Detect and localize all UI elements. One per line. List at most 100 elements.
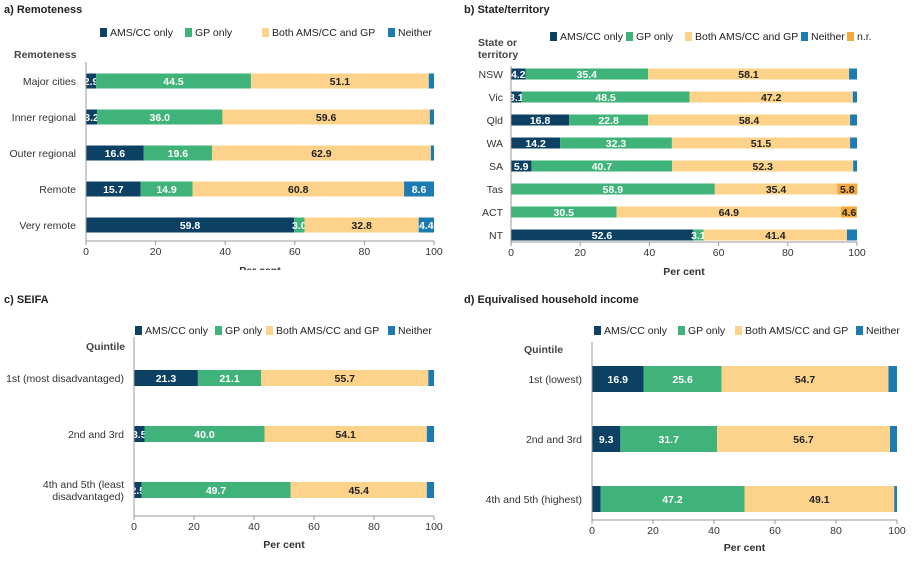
category-label-line: Inner regional (12, 112, 76, 124)
data-label-gp: 30.5 (554, 207, 575, 219)
data-label-ams: 59.8 (180, 220, 201, 232)
data-label-both: 62.9 (311, 148, 332, 160)
legend-label-gp: GP only (195, 27, 233, 39)
bar-gp (531, 160, 673, 172)
bar-neither (850, 114, 857, 126)
bar-nr (841, 206, 857, 218)
x-tick-label: 40 (248, 521, 260, 533)
category-axis-title: Quintile (524, 344, 563, 356)
bar-neither (428, 370, 434, 386)
category-label: 1st (lowest) (528, 374, 582, 386)
panel-title: d) Equivalised household income (464, 294, 639, 306)
chart-household-income: AMS/CC only GP only Both AMS/CC and GP Neit… (486, 325, 906, 554)
bars: 4.2 35.4 58.1 3.1 48.5 47.2 16.8 22.8 58.4 14.2 32… (509, 68, 858, 242)
data-label-gp: 47.2 (662, 494, 683, 506)
x-tick-label: 100 (425, 246, 443, 258)
legend-swatch-ams (135, 326, 142, 335)
x-axis-title: Per cent (239, 265, 281, 270)
legend-swatch-ams (100, 28, 107, 37)
bar-both (672, 160, 854, 172)
x-tick-label: 80 (368, 521, 380, 533)
bar-gp (294, 217, 305, 233)
legend-swatch-ams (550, 32, 557, 41)
data-label-nr: 5.8 (840, 184, 855, 196)
data-label-gp: 40.0 (194, 429, 215, 441)
data-label-ams: 2.9 (84, 76, 99, 88)
x-tick-label: 40 (708, 525, 720, 537)
x-axis-title: Per cent (724, 542, 766, 554)
category-label: 2nd and 3rd (526, 434, 582, 446)
legend-label-gp: GP only (688, 325, 726, 337)
bar-both (717, 426, 890, 452)
bar-ams (511, 114, 570, 126)
legend-label-both: Both AMS/CC and GP (745, 325, 848, 337)
bar-both (616, 206, 842, 218)
category-label: Major cities (23, 76, 76, 88)
data-label-both: 56.7 (793, 434, 814, 446)
bar-ams (86, 181, 141, 197)
legend-swatch-gp (678, 326, 685, 335)
bar-both (264, 426, 427, 442)
bar-gp (511, 183, 715, 195)
category-axis-title: State or territory (478, 37, 518, 61)
bars: 21.3 21.1 55.73.5 40.0 54.12.5 49.7 45.4 (130, 370, 434, 498)
category-label-line: NT (489, 230, 504, 242)
data-label-both: 45.4 (348, 485, 369, 497)
legend-label-ams: AMS/CC only (560, 31, 624, 43)
legend-label-nr: n.r. (857, 31, 872, 43)
x-tick-label: 0 (131, 521, 137, 533)
bar-neither (846, 229, 857, 241)
bar-ams (511, 68, 526, 80)
x-tick-label: 20 (188, 521, 200, 533)
bar-ams (134, 482, 142, 498)
data-label-gp: 22.8 (598, 115, 619, 127)
legend-swatch-neither (801, 32, 808, 41)
legend-swatch-gp (185, 28, 192, 37)
data-label-gp: 36.0 (150, 112, 171, 124)
category-label: WA (486, 138, 503, 150)
bar-gp (97, 109, 223, 125)
bar-both (250, 73, 429, 89)
data-label-both: 54.1 (335, 429, 356, 441)
bar-gp (600, 486, 745, 512)
data-label-gp: 49.7 (206, 485, 227, 497)
data-label-both: 64.9 (719, 207, 740, 219)
data-label-both: 58.1 (738, 69, 759, 81)
legend-label-both: Both AMS/CC and GP (272, 27, 375, 39)
bar-ams (511, 160, 532, 172)
data-label-ams: 3.2 (84, 112, 99, 124)
data-label-ams: 16.6 (105, 148, 126, 160)
legend: AMS/CC only GP only Both AMS/CC and GP Neit… (594, 325, 900, 337)
x-tick-label: 100 (848, 247, 866, 259)
category-label: Vic (489, 92, 503, 104)
category-label-line: Vic (489, 92, 503, 104)
data-label-ams: 3.5 (132, 429, 147, 441)
category-label-line: NSW (479, 69, 504, 81)
legend-label-neither: Neither (398, 27, 432, 39)
bar-neither (426, 426, 434, 442)
panel-title: b) State/territory (464, 4, 550, 16)
bar-neither (888, 366, 897, 392)
category-label-line: 1st (lowest) (528, 374, 582, 386)
legend-label-neither: Neither (398, 325, 432, 337)
data-label-both: 59.6 (316, 112, 337, 124)
data-label-gp: 58.9 (603, 184, 624, 196)
legend-label-both: Both AMS/CC and GP (695, 31, 798, 43)
panel-title: c) SEIFA (4, 294, 49, 306)
data-label-both: 32.8 (351, 220, 372, 232)
x-axis-title: Per cent (663, 266, 705, 278)
data-label-ams: 16.9 (608, 374, 629, 386)
chart-state-territory: AMS/CC only GP only Both AMS/CC and GP Neit… (478, 31, 872, 278)
category-label-line: WA (486, 138, 503, 150)
bar-ams (511, 91, 522, 103)
category-label: NSW (479, 69, 504, 81)
data-label-ams: 9.3 (599, 434, 614, 446)
data-label-ams: 3.1 (509, 92, 524, 104)
x-axis-title: Per cent (263, 539, 305, 551)
bar-neither (889, 426, 897, 452)
bar-both (304, 217, 419, 233)
data-label-gp: 48.5 (595, 92, 616, 104)
x-tick-label: 40 (219, 246, 231, 258)
bar-gp (141, 482, 291, 498)
bar-gp (569, 114, 649, 126)
